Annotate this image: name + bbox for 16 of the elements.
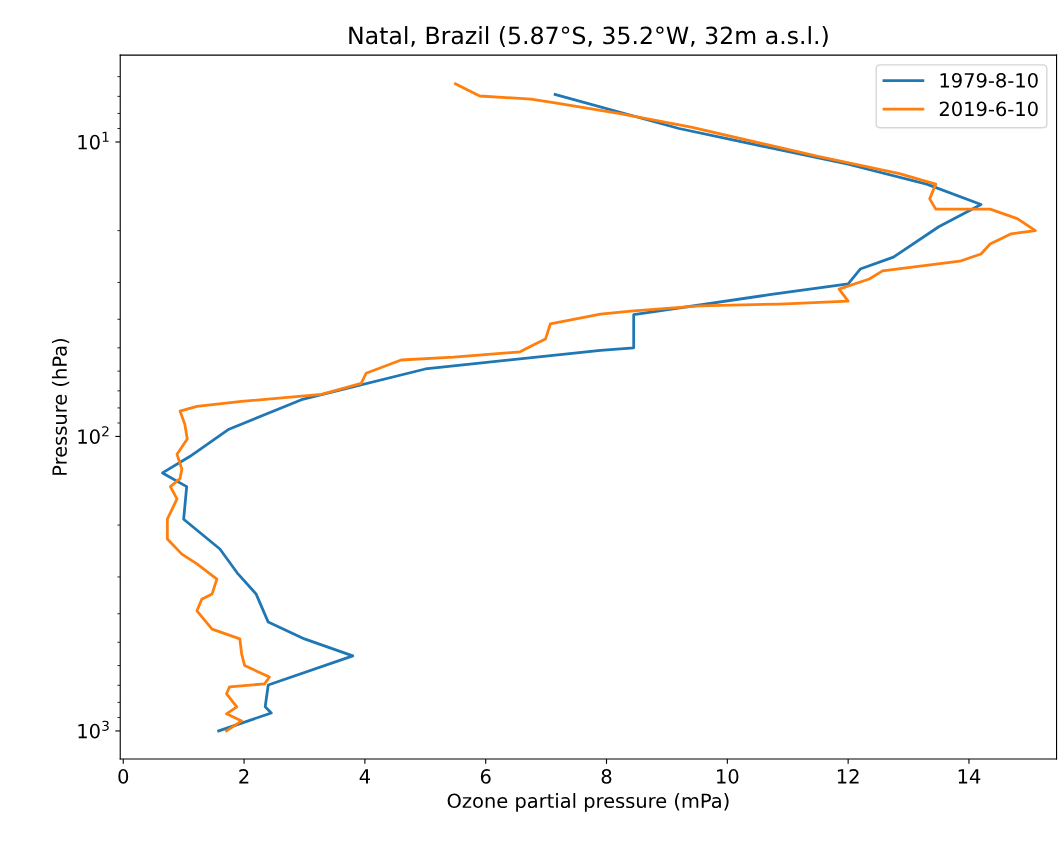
- legend-label: 1979-8-10: [940, 72, 1038, 88]
- x-axis-title: Ozone partial pressure (mPa): [447, 793, 729, 812]
- x-tick-label: 10: [717, 769, 739, 784]
- x-tick-label: 4: [359, 769, 370, 784]
- y-tick-label: 10$^{2}$: [78, 426, 109, 444]
- chart-title: Natal, Brazil (5.87°S, 35.2°W, 32m a.s.l.): [349, 26, 828, 48]
- x-tick-label: 2: [239, 769, 249, 784]
- y-tick-label: 10$^{1}$: [78, 131, 109, 150]
- y-axis-title: Pressure (hPa): [51, 338, 70, 475]
- x-tick-label: 8: [601, 769, 612, 784]
- x-tick-label: 12: [837, 769, 859, 784]
- y-tick-label: 10$^{3}$: [78, 720, 109, 739]
- x-tick-label: 6: [480, 769, 491, 784]
- x-tick-label: 14: [958, 769, 981, 784]
- legend-label: 2019-6-10: [939, 101, 1038, 117]
- x-tick-label: 0: [118, 769, 129, 784]
